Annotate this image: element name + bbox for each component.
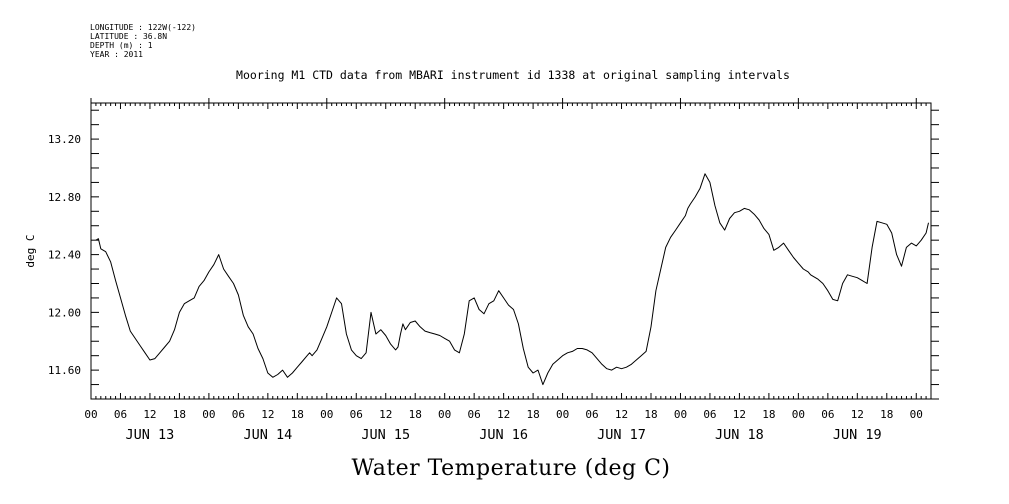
x-tick-label: 12 [143, 408, 156, 421]
chart-caption: Water Temperature (deg C) [352, 456, 671, 481]
depth-label: DEPTH (m) : 1 [90, 41, 153, 50]
x-day-label: JUN 13 [126, 427, 175, 443]
series-line [95, 173, 929, 386]
x-day-label: JUN 16 [479, 427, 528, 443]
x-tick-label: 00 [202, 408, 215, 421]
tick-labels: 00 06 12 18 00 06 12 18 00 06 12 18 00 06 12 18 00 06 12 18… [48, 133, 923, 443]
x-tick-label: 12 [379, 408, 392, 421]
x-tick-label: 18 [173, 408, 186, 421]
series-layer [95, 173, 929, 386]
year-label: YEAR : 2011 [90, 50, 143, 59]
x-tick-label: 12 [497, 408, 510, 421]
x-day-label: JUN 19 [833, 427, 882, 443]
y-axis-label: deg C [24, 234, 37, 267]
y-tick-label: 11.60 [48, 364, 81, 377]
y-tick-label: 12.80 [48, 191, 81, 204]
x-tick-label: 12 [615, 408, 628, 421]
y-tick-label: 12.40 [48, 249, 81, 262]
y-tick-label: 12.00 [48, 306, 81, 319]
x-tick-label: 06 [232, 408, 245, 421]
x-tick-label: 12 [851, 408, 864, 421]
x-tick-label: 00 [438, 408, 451, 421]
x-tick-label: 18 [762, 408, 775, 421]
plot-frame [90, 102, 932, 400]
x-tick-label: 06 [703, 408, 716, 421]
chart-title: Mooring M1 CTD data from MBARI instrumen… [236, 68, 790, 82]
x-tick-label: 18 [880, 408, 893, 421]
x-tick-label: 18 [291, 408, 304, 421]
x-tick-label: 06 [468, 408, 481, 421]
x-tick-label: 06 [821, 408, 834, 421]
x-tick-label: 00 [320, 408, 333, 421]
y-tick-label: 13.20 [48, 133, 81, 146]
x-tick-label: 00 [910, 408, 923, 421]
x-day-label: JUN 15 [361, 427, 410, 443]
x-day-label: JUN 17 [597, 427, 646, 443]
x-tick-label: 00 [792, 408, 805, 421]
x-tick-label: 06 [585, 408, 598, 421]
x-tick-label: 18 [526, 408, 539, 421]
x-tick-label: 12 [261, 408, 274, 421]
x-tick-label: 00 [674, 408, 687, 421]
x-tick-label: 06 [350, 408, 363, 421]
x-tick-label: 00 [556, 408, 569, 421]
latitude-label: LATITUDE : 36.8N [90, 32, 167, 41]
longitude-label: LONGITUDE : 122W(-122) [90, 23, 196, 32]
x-tick-label: 18 [644, 408, 657, 421]
x-day-label: JUN 18 [715, 427, 764, 443]
x-tick-label: 06 [114, 408, 127, 421]
x-tick-label: 18 [409, 408, 422, 421]
tick-marks [90, 98, 939, 400]
x-tick-label: 12 [733, 408, 746, 421]
x-day-label: JUN 14 [243, 427, 292, 443]
x-tick-label: 00 [84, 408, 97, 421]
